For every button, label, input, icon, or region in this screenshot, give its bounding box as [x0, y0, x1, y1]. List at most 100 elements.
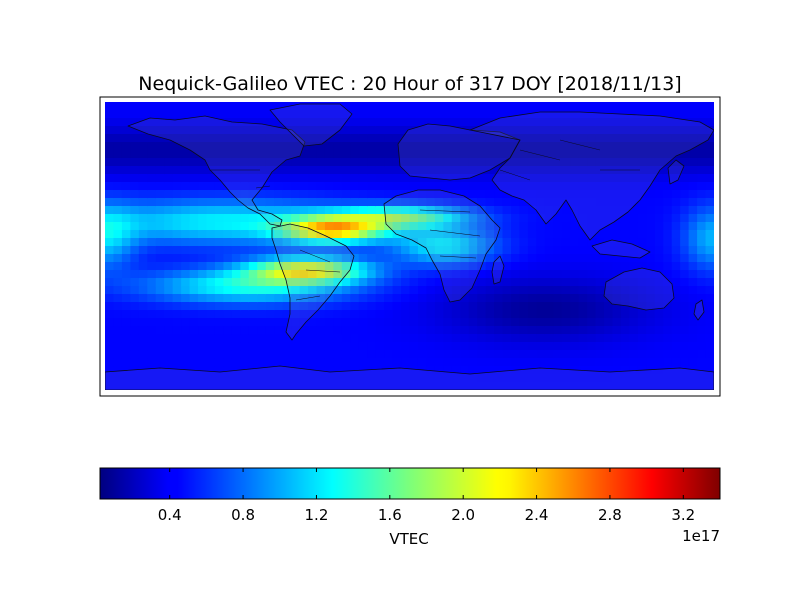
heatmap-cell [172, 294, 182, 303]
heatmap-cell [392, 110, 402, 119]
heatmap-cell [198, 334, 208, 343]
heatmap-cell [570, 206, 580, 215]
heatmap-cell [417, 294, 428, 303]
heatmap-cell [629, 134, 639, 143]
heatmap-cell [511, 246, 521, 255]
heatmap-cell [181, 150, 191, 159]
heatmap-cell [375, 174, 385, 183]
heatmap-cell [358, 310, 368, 319]
heatmap-cell [671, 206, 681, 215]
heatmap-cell [308, 334, 318, 343]
heatmap-cell [595, 254, 605, 263]
heatmap-cell [172, 238, 182, 247]
heatmap-cell [620, 262, 631, 271]
heatmap-cell [477, 318, 487, 327]
heatmap-cell [519, 174, 529, 183]
heatmap-cell [409, 238, 419, 247]
heatmap-cell [265, 102, 275, 111]
heatmap-cell [620, 230, 631, 239]
heatmap-cell [248, 254, 258, 263]
heatmap-cell [477, 206, 487, 215]
heatmap-cell [358, 174, 368, 183]
heatmap-cell [401, 294, 411, 303]
heatmap-cell [105, 334, 115, 343]
heatmap-cell [248, 214, 258, 223]
heatmap-cell [671, 174, 681, 183]
heatmap-cell [434, 310, 444, 319]
heatmap-cell [392, 214, 402, 223]
heatmap-cell [248, 310, 258, 319]
heatmap-cell [663, 374, 673, 383]
heatmap-cell [502, 222, 512, 231]
heatmap-cell [629, 302, 639, 311]
heatmap-cell [155, 214, 165, 223]
heatmap-cell [384, 302, 394, 311]
heatmap-cell [316, 382, 326, 390]
heatmap-cell [130, 294, 140, 303]
heatmap-cell [485, 310, 495, 319]
heatmap-cell [308, 198, 318, 207]
heatmap-cell [384, 310, 394, 319]
heatmap-cell [697, 230, 707, 239]
heatmap-cell [434, 278, 444, 287]
heatmap-cell [519, 310, 529, 319]
heatmap-cell [629, 118, 639, 127]
heatmap-cell [434, 294, 444, 303]
heatmap-cell [324, 246, 334, 255]
heatmap-cell [282, 198, 292, 207]
heatmap-cell [443, 150, 453, 159]
heatmap-cell [316, 214, 326, 223]
heatmap-cell [172, 166, 182, 175]
heatmap-cell [417, 262, 428, 271]
heatmap-cell [654, 246, 664, 255]
heatmap-cell [367, 326, 377, 335]
heatmap-cell [705, 166, 714, 175]
heatmap-cell [291, 334, 301, 343]
heatmap-cell [240, 310, 250, 319]
heatmap-cell [401, 134, 411, 143]
heatmap-cell [620, 158, 631, 167]
heatmap-cell [434, 350, 444, 359]
heatmap-cell [155, 262, 165, 271]
heatmap-cell [358, 286, 368, 295]
heatmap-cell [553, 102, 563, 111]
heatmap-cell [265, 214, 275, 223]
heatmap-cell [527, 374, 537, 383]
heatmap-cell [231, 246, 241, 255]
heatmap-cell [460, 126, 470, 135]
heatmap-cell [460, 278, 470, 287]
heatmap-cell [198, 118, 208, 127]
heatmap-cell [697, 246, 707, 255]
heatmap-cell [375, 166, 385, 175]
heatmap-cell [688, 270, 698, 279]
heatmap-cell [324, 126, 334, 135]
heatmap-cell [629, 358, 639, 367]
heatmap-cell [384, 350, 394, 359]
heatmap-cell [443, 206, 453, 215]
heatmap-cell [181, 214, 191, 223]
heatmap-cell [274, 270, 284, 279]
heatmap-cell [620, 198, 631, 207]
heatmap-cell [198, 238, 208, 247]
heatmap-cell [121, 294, 131, 303]
heatmap-cell [612, 334, 622, 343]
heatmap-cell [316, 190, 326, 199]
heatmap-cell [375, 102, 385, 111]
heatmap-cell [333, 374, 343, 383]
heatmap-cell [519, 126, 529, 135]
heatmap-cell [443, 134, 453, 143]
heatmap-cell [181, 294, 191, 303]
heatmap-cell [291, 150, 301, 159]
heatmap-cell [688, 230, 698, 239]
heatmap-cell [519, 102, 529, 111]
heatmap-cell [214, 206, 225, 215]
heatmap-cell [553, 270, 563, 279]
heatmap-cell [147, 278, 157, 287]
heatmap-cell [460, 366, 470, 375]
heatmap-cell [333, 110, 343, 119]
heatmap-cell [688, 254, 698, 263]
heatmap-cell [223, 302, 233, 311]
heatmap-cell [468, 374, 478, 383]
heatmap-cell [426, 350, 436, 359]
heatmap-cell [248, 246, 258, 255]
